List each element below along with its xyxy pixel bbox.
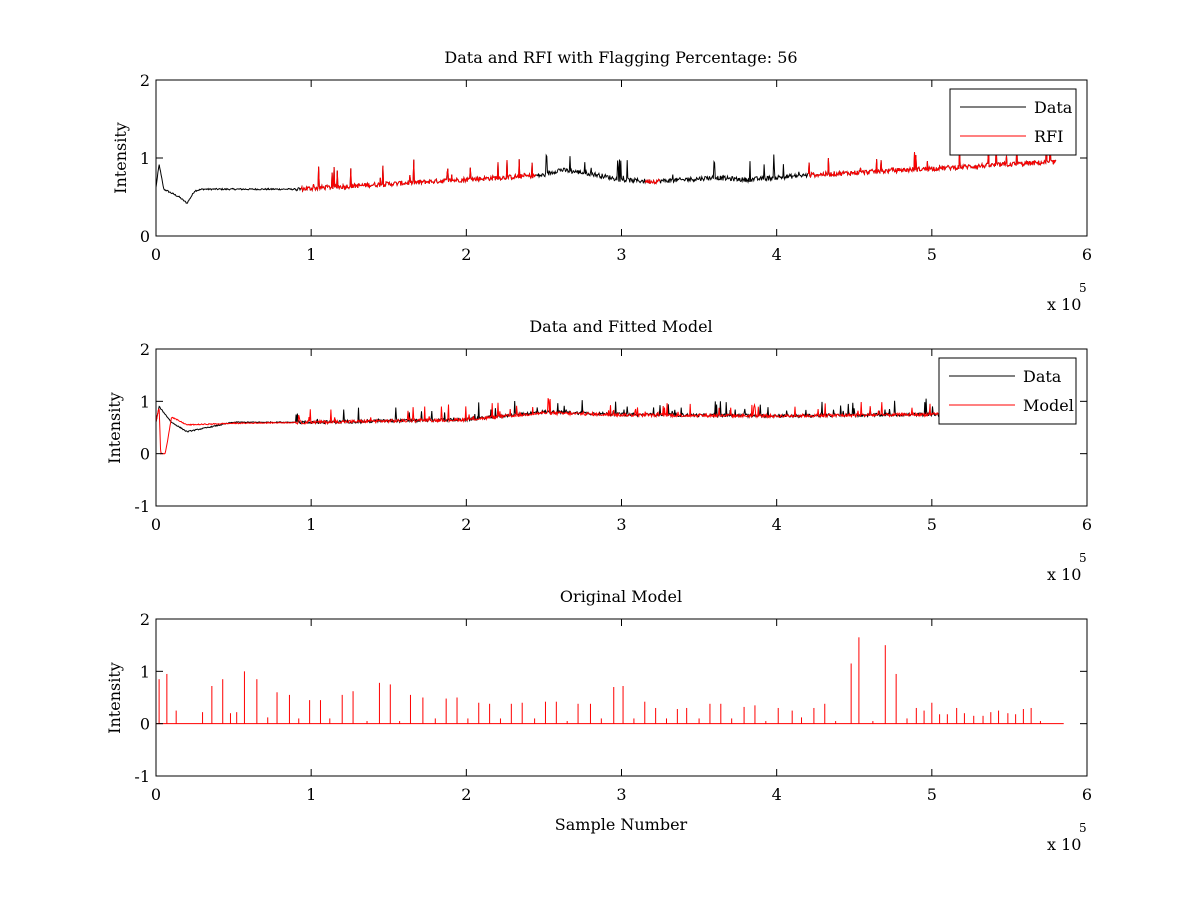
legend-label: Data bbox=[1034, 98, 1073, 117]
plot-area bbox=[156, 637, 1064, 725]
x-tick-label: 6 bbox=[1082, 245, 1092, 264]
legend-box bbox=[938, 357, 1077, 425]
y-tick-label: 0 bbox=[140, 715, 150, 734]
x-tick-label: 1 bbox=[306, 245, 316, 264]
x-tick-label: 6 bbox=[1082, 785, 1092, 804]
x-tick-label: 6 bbox=[1082, 515, 1092, 534]
x-axis-label: Sample Number bbox=[555, 815, 688, 834]
exponent-base: x 10 bbox=[1047, 835, 1081, 854]
legend-box bbox=[949, 88, 1077, 156]
y-tick-label: -1 bbox=[134, 497, 150, 516]
legend-label: Data bbox=[1023, 367, 1062, 386]
y-tick-label: 1 bbox=[140, 149, 150, 168]
model-series-line bbox=[155, 398, 1057, 455]
data-series-line bbox=[155, 140, 1057, 204]
chart-title: Original Model bbox=[560, 587, 682, 606]
x-tick-label: 0 bbox=[151, 785, 161, 804]
x-tick-label: 4 bbox=[772, 785, 782, 804]
x-tick-label: 2 bbox=[461, 515, 471, 534]
y-tick-label: 2 bbox=[140, 71, 150, 90]
chart-panel-2: Data and Fitted Model Intensity x 10 5 0… bbox=[105, 317, 1092, 584]
x-tick-label: 2 bbox=[461, 785, 471, 804]
x-tick-label: 5 bbox=[927, 515, 937, 534]
rfi-series-line bbox=[807, 140, 1057, 179]
x-tick-label: 1 bbox=[306, 515, 316, 534]
chart-title: Data and RFI with Flagging Percentage: 5… bbox=[444, 48, 797, 67]
x-tick-label: 3 bbox=[616, 785, 626, 804]
x-tick-label: 0 bbox=[151, 515, 161, 534]
rfi-series-line bbox=[644, 178, 661, 185]
x-tick-label: 5 bbox=[927, 245, 937, 264]
y-tick-label: 2 bbox=[140, 340, 150, 359]
plot-area bbox=[155, 140, 1057, 204]
axes-frame bbox=[155, 618, 1088, 777]
rfi-series-line bbox=[300, 159, 537, 193]
x-tick-label: 3 bbox=[616, 245, 626, 264]
legend-label: Model bbox=[1023, 396, 1074, 415]
x-tick-label: 2 bbox=[461, 245, 471, 264]
exponent-base: x 10 bbox=[1047, 565, 1081, 584]
axes-frame bbox=[155, 79, 1088, 237]
legend: Data Model bbox=[938, 357, 1077, 425]
x-tick-label: 3 bbox=[616, 515, 626, 534]
y-tick-label: 0 bbox=[140, 445, 150, 464]
y-tick-label: -1 bbox=[134, 767, 150, 786]
y-axis-label: Intensity bbox=[105, 662, 124, 734]
x-tick-label: 4 bbox=[772, 245, 782, 264]
y-tick-label: 1 bbox=[140, 392, 150, 411]
chart-panel-1: Data and RFI with Flagging Percentage: 5… bbox=[111, 48, 1092, 314]
y-tick-label: 1 bbox=[140, 662, 150, 681]
y-tick-label: 2 bbox=[140, 610, 150, 629]
y-tick-label: 0 bbox=[140, 227, 150, 246]
exponent-power: 5 bbox=[1079, 281, 1087, 295]
chart-title: Data and Fitted Model bbox=[529, 317, 712, 336]
y-axis-label: Intensity bbox=[105, 392, 124, 464]
exponent-power: 5 bbox=[1079, 821, 1087, 835]
legend: Data RFI bbox=[949, 88, 1077, 156]
y-axis-label: Intensity bbox=[111, 122, 130, 194]
plot-area bbox=[155, 398, 1057, 455]
exponent-power: 5 bbox=[1079, 551, 1087, 565]
x-tick-label: 0 bbox=[151, 245, 161, 264]
x-tick-label: 5 bbox=[927, 785, 937, 804]
legend-label: RFI bbox=[1034, 127, 1063, 146]
chart-panel-3: Original Model Intensity Sample Number x… bbox=[105, 587, 1092, 854]
x-tick-label: 4 bbox=[772, 515, 782, 534]
exponent-base: x 10 bbox=[1047, 295, 1081, 314]
x-tick-label: 1 bbox=[306, 785, 316, 804]
